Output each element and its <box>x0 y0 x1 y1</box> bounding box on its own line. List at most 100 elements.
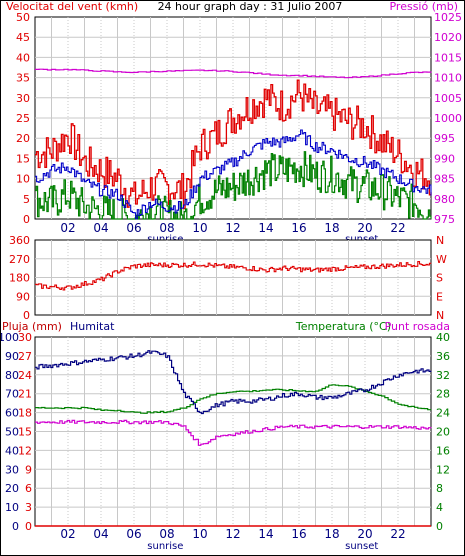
temperature-tick: 40 <box>436 331 450 344</box>
x-tick-label: 12 <box>225 221 240 235</box>
direction-tick: 270 <box>9 253 30 266</box>
wind-speed-tick: 50 <box>16 11 30 24</box>
humidity-tick: 40 <box>5 444 19 457</box>
pressure-tick: 1000 <box>434 112 462 125</box>
humidity-tick: 70 <box>5 388 19 401</box>
temperature-axis-title: Temperatura (°C) <box>295 320 391 333</box>
rain-tick: 12 <box>18 444 32 457</box>
humidity-line <box>35 350 432 415</box>
x-tick-label: 04 <box>93 527 108 541</box>
temperature-tick: 12 <box>436 463 450 476</box>
compass-label: N <box>436 309 444 322</box>
rain-tick: 30 <box>18 331 32 344</box>
pressure-tick: 1010 <box>434 72 462 85</box>
wind-speed-tick: 10 <box>16 173 30 186</box>
rain-tick: 27 <box>18 350 32 363</box>
x-tick-label: 02 <box>60 221 75 235</box>
compass-label: S <box>436 272 443 285</box>
sunrise-label: sunrise <box>147 541 183 552</box>
sunset-label: sunset <box>345 541 378 552</box>
wind-direction-line <box>35 261 432 291</box>
graph-title: 24 hour graph day : 31 Julio 2007 <box>158 0 343 13</box>
humidity-tick: 90 <box>5 350 19 363</box>
temperature-tick: 8 <box>436 482 443 495</box>
humidity-tick: 0 <box>12 520 19 533</box>
temperature-tick: 4 <box>436 501 443 514</box>
wind-avg-line <box>35 129 432 220</box>
rain-axis-title: Pluja (mm) <box>2 320 62 333</box>
x-tick-label: 06 <box>126 221 141 235</box>
wind-speed-tick: 20 <box>16 132 30 145</box>
pressure-tick: 1005 <box>434 92 462 105</box>
rain-tick: 9 <box>25 463 32 476</box>
temperature-tick: 24 <box>436 407 450 420</box>
x-tick-label: 18 <box>324 221 339 235</box>
temperature-tick: 0 <box>436 520 443 533</box>
rain-tick: 18 <box>18 407 32 420</box>
x-tick-label: 08 <box>159 527 174 541</box>
wind-speed-tick: 30 <box>16 92 30 105</box>
x-tick-label: 04 <box>93 221 108 235</box>
humidity-tick: 30 <box>5 463 19 476</box>
x-tick-label: 22 <box>390 527 405 541</box>
pressure-tick: 1020 <box>434 31 462 44</box>
dewpoint-line <box>35 419 432 446</box>
humidity-tick: 100 <box>0 331 19 344</box>
wind-gust-line <box>35 79 432 210</box>
pressure-tick: 990 <box>434 152 455 165</box>
x-tick-label: 10 <box>192 527 207 541</box>
x-tick-label: 16 <box>291 527 306 541</box>
direction-tick: 180 <box>9 272 30 285</box>
x-tick-label: 20 <box>357 221 372 235</box>
x-tick-label: 12 <box>225 527 240 541</box>
x-tick-label: 06 <box>126 527 141 541</box>
rain-tick: 3 <box>25 501 32 514</box>
wind-min-line <box>35 151 432 220</box>
temperature-tick: 20 <box>436 426 450 439</box>
x-tick-label: 02 <box>60 527 75 541</box>
humidity-tick: 10 <box>5 501 19 514</box>
pressure-tick: 1025 <box>434 11 462 24</box>
rain-tick: 15 <box>18 426 32 439</box>
pressure-tick: 985 <box>434 173 455 186</box>
pressure-tick: 975 <box>434 213 455 226</box>
humidity-tick: 50 <box>5 426 19 439</box>
wind-speed-tick: 25 <box>16 112 30 125</box>
wind-speed-tick: 5 <box>23 193 30 206</box>
direction-tick: 0 <box>23 309 30 322</box>
x-tick-label: 16 <box>291 221 306 235</box>
wind-speed-tick: 40 <box>16 51 30 64</box>
pressure-axis-title: Pressió (mb) <box>389 0 458 13</box>
direction-tick: 360 <box>9 234 30 247</box>
humidity-tick: 60 <box>5 407 19 420</box>
x-tick-label: 20 <box>357 527 372 541</box>
pressure-tick: 1015 <box>434 51 462 64</box>
x-tick-label: 18 <box>324 527 339 541</box>
temperature-tick: 28 <box>436 388 450 401</box>
humidity-axis-title: Humitat <box>70 320 115 333</box>
x-tick-label: 22 <box>390 221 405 235</box>
compass-label: W <box>436 253 447 266</box>
humidity-tick: 20 <box>5 482 19 495</box>
wind-speed-tick: 45 <box>16 31 30 44</box>
temperature-tick: 32 <box>436 369 450 382</box>
rain-tick: 6 <box>25 482 32 495</box>
rain-tick: 0 <box>25 520 32 533</box>
x-tick-label: 08 <box>159 221 174 235</box>
temperature-tick: 16 <box>436 444 450 457</box>
x-tick-label: 14 <box>258 221 273 235</box>
compass-label: N <box>436 234 444 247</box>
pressure-line <box>35 68 432 79</box>
pressure-tick: 995 <box>434 132 455 145</box>
humidity-tick: 80 <box>5 369 19 382</box>
wind-speed-tick: 35 <box>16 72 30 85</box>
direction-tick: 90 <box>16 290 30 303</box>
compass-label: E <box>436 290 443 303</box>
rain-tick: 24 <box>18 369 32 382</box>
dewpoint-axis-title: Punt rosada <box>385 320 450 333</box>
pressure-tick: 980 <box>434 193 455 206</box>
x-tick-label: 10 <box>192 221 207 235</box>
wind-axis-title: Velocitat del vent (kmh) <box>6 0 138 13</box>
